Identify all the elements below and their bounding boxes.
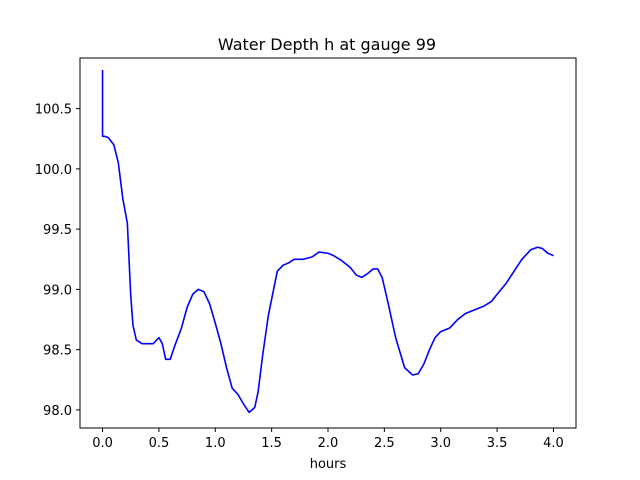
plot-area — [101, 70, 554, 414]
x-tick-label: 0.0 — [92, 436, 113, 451]
x-axis-label: hours — [310, 457, 347, 472]
x-tick-label: 1.5 — [261, 436, 282, 451]
x-tick-label: 0.5 — [149, 436, 170, 451]
x-tick-label: 4.0 — [543, 436, 564, 451]
plot-frame — [79, 57, 577, 429]
y-axis: 98.0 98.5 99.0 99.5 100.0 100.5 — [35, 103, 80, 419]
x-tick-label: 3.5 — [487, 436, 508, 451]
y-tick-label: 100.0 — [35, 163, 72, 178]
x-tick-label: 2.0 — [318, 436, 339, 451]
x-tick-label: 3.0 — [430, 436, 451, 451]
y-tick-label: 99.0 — [43, 283, 72, 298]
y-tick-label: 99.5 — [43, 223, 72, 238]
series-line-0 — [101, 70, 554, 414]
y-tick-label: 98.0 — [43, 404, 72, 419]
x-tick-label: 1.0 — [205, 436, 226, 451]
y-tick-label: 98.5 — [43, 344, 72, 359]
chart-title: Water Depth h at gauge 99 — [218, 35, 436, 54]
x-tick-label: 2.5 — [374, 436, 395, 451]
x-axis: 0.0 0.5 1.0 1.5 2.0 2.5 3.0 3.5 4.0 — [92, 428, 564, 451]
y-tick-label: 100.5 — [35, 103, 72, 118]
